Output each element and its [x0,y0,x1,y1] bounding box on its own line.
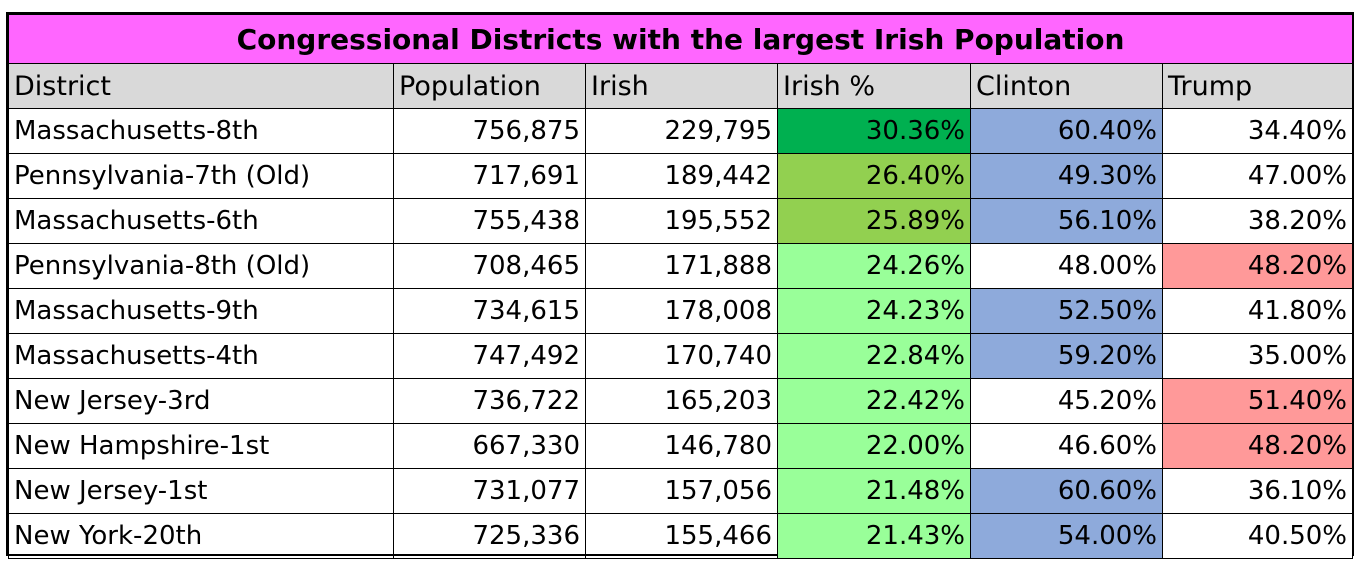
cell-irish-pct[interactable]: 22.84% [777,333,971,379]
header-clinton[interactable]: Clinton [970,63,1163,109]
cell-population[interactable]: 747,492 [393,333,586,379]
cell-population[interactable]: 725,336 [393,513,586,559]
cell-irish[interactable]: 189,442 [585,153,778,199]
cell-population[interactable]: 708,465 [393,243,586,289]
cell-trump[interactable]: 34.40% [1162,108,1353,154]
cell-irish-pct[interactable]: 21.43% [777,513,971,559]
cell-trump[interactable]: 40.50% [1162,513,1353,559]
cell-irish-pct[interactable]: 21.48% [777,468,971,514]
cell-district[interactable]: New Jersey-1st [8,468,394,514]
cell-trump[interactable]: 48.20% [1162,243,1353,289]
cell-clinton[interactable]: 54.00% [970,513,1163,559]
cell-clinton[interactable]: 46.60% [970,423,1163,469]
cell-clinton[interactable]: 48.00% [970,243,1163,289]
table-row: New Jersey-3rd 736,722 165,203 22.42% 45.20%… [8,378,1353,424]
table-row: New Hampshire-1st 667,330 146,780 22.00% 46.… [8,423,1353,469]
table-row: New Jersey-1st 731,077 157,056 21.48% 60.60%… [8,468,1353,514]
table-body: Massachusetts-8th 756,875 229,795 30.36% 60.… [8,108,1353,559]
cell-district[interactable]: New Hampshire-1st [8,423,394,469]
table-row: Pennsylvania-7th (Old) 717,691 189,442 26.4… [8,153,1353,199]
cell-clinton[interactable]: 56.10% [970,198,1163,244]
cell-trump[interactable]: 35.00% [1162,333,1353,379]
cell-irish[interactable]: 165,203 [585,378,778,424]
header-irish-pct[interactable]: Irish % [777,63,971,109]
cell-irish[interactable]: 171,888 [585,243,778,289]
cell-population[interactable]: 755,438 [393,198,586,244]
cell-district[interactable]: Massachusetts-6th [8,198,394,244]
cell-clinton[interactable]: 52.50% [970,288,1163,334]
table-row: Massachusetts-6th 755,438 195,552 25.89% 56.… [8,198,1353,244]
cell-population[interactable]: 667,330 [393,423,586,469]
cell-irish[interactable]: 178,008 [585,288,778,334]
cell-trump[interactable]: 51.40% [1162,378,1353,424]
cell-clinton[interactable]: 60.60% [970,468,1163,514]
cell-clinton[interactable]: 60.40% [970,108,1163,154]
cell-district[interactable]: Pennsylvania-8th (Old) [8,243,394,289]
cell-district[interactable]: Pennsylvania-7th (Old) [8,153,394,199]
cell-district[interactable]: New Jersey-3rd [8,378,394,424]
cell-clinton[interactable]: 49.30% [970,153,1163,199]
cell-population[interactable]: 717,691 [393,153,586,199]
cell-irish-pct[interactable]: 24.23% [777,288,971,334]
cell-irish[interactable]: 146,780 [585,423,778,469]
cell-irish[interactable]: 170,740 [585,333,778,379]
spreadsheet: Congressional Districts with the largest… [6,12,1354,559]
table-row: Massachusetts-8th 756,875 229,795 30.36% 60.… [8,108,1353,154]
cell-trump[interactable]: 47.00% [1162,153,1353,199]
cell-irish[interactable]: 229,795 [585,108,778,154]
cell-trump[interactable]: 36.10% [1162,468,1353,514]
cell-irish[interactable]: 155,466 [585,513,778,559]
table-row: Massachusetts-4th 747,492 170,740 22.84% 59.… [8,333,1353,379]
cell-irish-pct[interactable]: 25.89% [777,198,971,244]
cell-population[interactable]: 731,077 [393,468,586,514]
cell-clinton[interactable]: 59.20% [970,333,1163,379]
cell-population[interactable]: 756,875 [393,108,586,154]
table-title[interactable]: Congressional Districts with the largest… [8,14,1353,64]
cell-district[interactable]: New York-20th [8,513,394,559]
cell-trump[interactable]: 41.80% [1162,288,1353,334]
header-trump[interactable]: Trump [1162,63,1353,109]
cell-population[interactable]: 734,615 [393,288,586,334]
cell-irish-pct[interactable]: 22.42% [777,378,971,424]
cell-irish[interactable]: 157,056 [585,468,778,514]
header-row: District Population Irish Irish % Clinto… [8,63,1353,109]
cell-district[interactable]: Massachusetts-4th [8,333,394,379]
cell-irish[interactable]: 195,552 [585,198,778,244]
cell-irish-pct[interactable]: 22.00% [777,423,971,469]
title-row: Congressional Districts with the largest… [8,14,1353,64]
header-district[interactable]: District [8,63,394,109]
cell-irish-pct[interactable]: 26.40% [777,153,971,199]
districts-table: Congressional Districts with the largest… [8,14,1353,559]
table-row: Pennsylvania-8th (Old) 708,465 171,888 24.2… [8,243,1353,289]
header-irish[interactable]: Irish [585,63,778,109]
table-row: New York-20th 725,336 155,466 21.43% 54.00% 4… [8,513,1353,559]
cell-district[interactable]: Massachusetts-8th [8,108,394,154]
cell-population[interactable]: 736,722 [393,378,586,424]
table-row: Massachusetts-9th 734,615 178,008 24.23% 52.… [8,288,1353,334]
cell-trump[interactable]: 48.20% [1162,423,1353,469]
header-population[interactable]: Population [393,63,586,109]
cell-irish-pct[interactable]: 24.26% [777,243,971,289]
cell-clinton[interactable]: 45.20% [970,378,1163,424]
cell-trump[interactable]: 38.20% [1162,198,1353,244]
cell-district[interactable]: Massachusetts-9th [8,288,394,334]
cell-irish-pct[interactable]: 30.36% [777,108,971,154]
